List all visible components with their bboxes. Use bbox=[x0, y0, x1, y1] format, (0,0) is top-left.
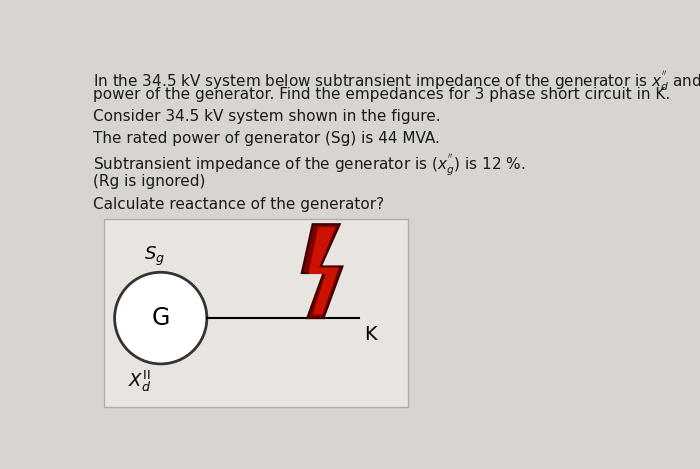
Polygon shape bbox=[302, 224, 342, 318]
Text: Subtransient impedance of the generator is $(x_g^{''})$ is 12 %.: Subtransient impedance of the generator … bbox=[93, 153, 525, 178]
Text: In the 34.5 kV system below subtransient impedance of the generator is $x_d^{''}: In the 34.5 kV system below subtransient… bbox=[93, 69, 700, 93]
Text: Consider 34.5 kV system shown in the figure.: Consider 34.5 kV system shown in the fig… bbox=[93, 109, 440, 124]
Text: Calculate reactance of the generator?: Calculate reactance of the generator? bbox=[93, 197, 384, 212]
FancyBboxPatch shape bbox=[104, 219, 407, 407]
Text: G: G bbox=[152, 306, 170, 330]
Text: power of the generator. Find the empedances for 3 phase short circuit in K.: power of the generator. Find the empedan… bbox=[93, 87, 670, 102]
Text: K: K bbox=[364, 325, 377, 344]
Polygon shape bbox=[308, 227, 339, 315]
Text: (Rg is ignored): (Rg is ignored) bbox=[93, 174, 205, 189]
Text: $S_g$: $S_g$ bbox=[144, 244, 165, 267]
Text: $X_d^{\rm II}$: $X_d^{\rm II}$ bbox=[128, 369, 151, 394]
Ellipse shape bbox=[115, 272, 207, 364]
Text: The rated power of generator (Sg) is 44 MVA.: The rated power of generator (Sg) is 44 … bbox=[93, 131, 440, 146]
